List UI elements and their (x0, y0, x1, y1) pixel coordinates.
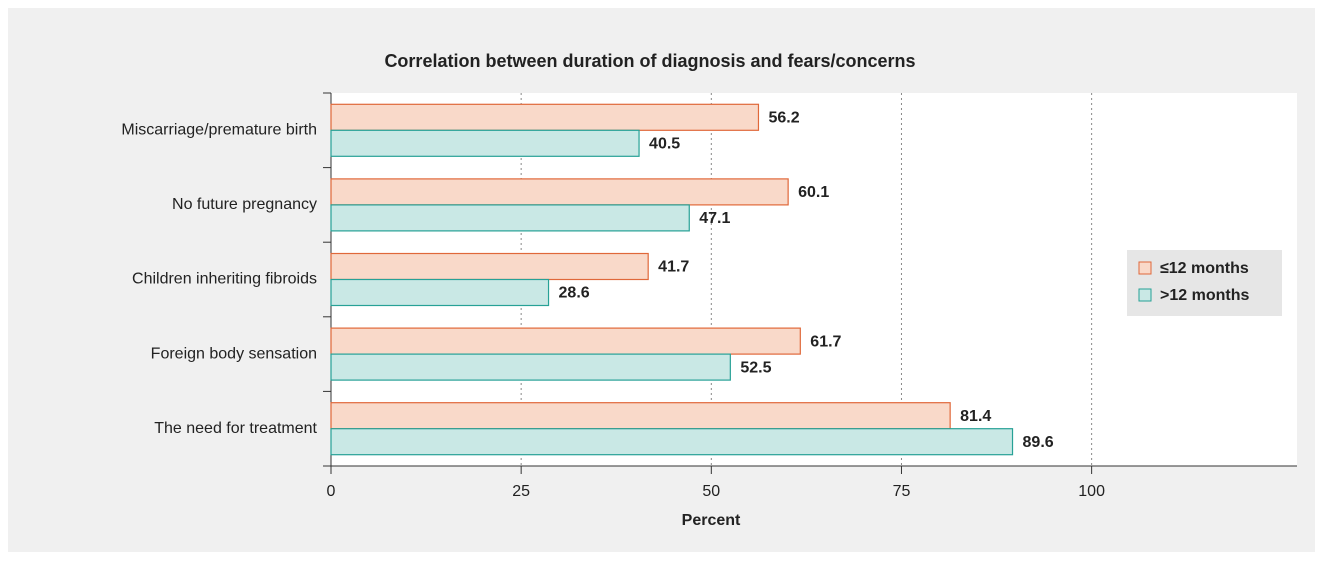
data-label: 40.5 (649, 136, 680, 153)
data-label: 89.6 (1023, 434, 1054, 451)
x-tick-label: 50 (702, 483, 720, 500)
data-label: 60.1 (798, 184, 829, 201)
data-label: 52.5 (740, 359, 771, 376)
x-tick-label: 25 (512, 483, 530, 500)
bar (330, 402, 951, 430)
y-tick-label: Foreign body sensation (151, 345, 317, 362)
y-tick-label: Miscarriage/premature birth (121, 122, 317, 139)
bar (330, 353, 731, 381)
chart-title: Correlation between duration of diagnosi… (384, 51, 915, 71)
bar (330, 327, 801, 355)
data-label: 47.1 (699, 210, 730, 227)
legend-label: >12 months (1160, 287, 1249, 304)
legend-swatch (1138, 288, 1152, 302)
data-label: 61.7 (810, 333, 841, 350)
x-tick-label: 100 (1078, 483, 1105, 500)
x-axis-label: Percent (682, 512, 741, 529)
bar (330, 204, 690, 232)
bar (330, 103, 760, 131)
y-tick-label: Children inheriting fibroids (132, 271, 317, 288)
bar (330, 252, 649, 281)
y-tick-label: No future pregnancy (172, 196, 317, 213)
legend-label: ≤12 months (1160, 260, 1249, 277)
bar (330, 129, 640, 157)
data-label: 81.4 (960, 408, 991, 425)
bar (330, 428, 1014, 456)
data-label: 56.2 (768, 110, 799, 127)
data-label: 28.6 (559, 285, 590, 302)
x-tick-label: 0 (327, 483, 336, 500)
x-tick-label: 75 (893, 483, 911, 500)
legend-box (1127, 250, 1282, 316)
legend-swatch (1138, 261, 1152, 275)
y-tick-label: The need for treatment (154, 420, 317, 437)
bar (330, 178, 789, 206)
bar (330, 278, 550, 307)
data-label: 41.7 (658, 259, 689, 276)
